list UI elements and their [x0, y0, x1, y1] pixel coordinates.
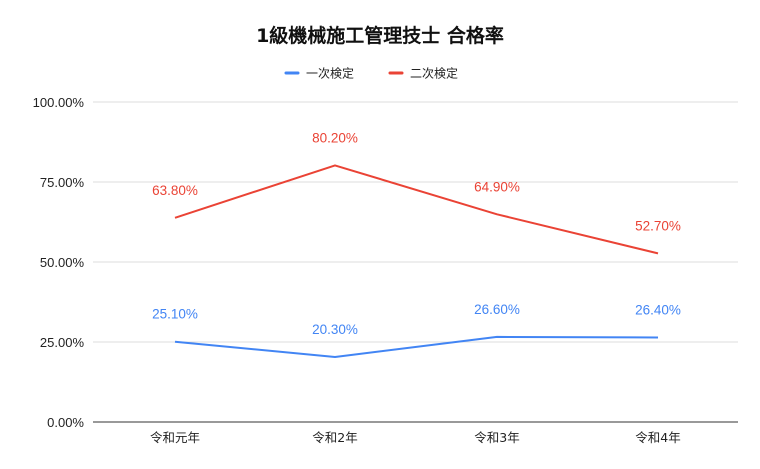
legend-item: 一次検定: [284, 66, 354, 81]
legend-label: 二次検定: [410, 66, 458, 81]
y-tick-label: 75.00%: [40, 175, 85, 190]
data-label: 52.70%: [635, 218, 681, 233]
data-label: 80.20%: [312, 130, 358, 145]
series-layer: 25.10% 20.30% 26.60% 26.40% 63.80% 80.20% 64.9…: [152, 130, 681, 358]
y-tick-label: 25.00%: [40, 335, 85, 350]
x-axis: 令和元年 令和2年 令和3年 令和4年: [150, 430, 681, 445]
x-tick-label: 令和元年: [150, 430, 200, 445]
data-label: 25.10%: [152, 307, 198, 322]
chart-legend: 一次検定 二次検定: [284, 66, 458, 81]
chart-title: 1級機械施工管理技士 合格率: [256, 24, 504, 47]
x-tick-label: 令和2年: [312, 430, 357, 445]
legend-label: 一次検定: [306, 66, 354, 81]
data-label: 20.30%: [312, 322, 358, 337]
gridlines: [93, 101, 738, 423]
series-2: 63.80% 80.20% 64.90% 52.70%: [152, 130, 681, 255]
series-line: [174, 164, 659, 255]
y-tick-label: 0.00%: [47, 415, 84, 430]
y-tick-label: 50.00%: [40, 255, 85, 270]
legend-item: 二次検定: [388, 66, 458, 81]
data-label: 64.90%: [474, 179, 520, 194]
data-label: 26.40%: [635, 303, 681, 318]
y-tick-label: 100.00%: [33, 95, 85, 110]
series-line: [174, 335, 659, 358]
x-tick-label: 令和4年: [635, 430, 680, 445]
y-axis: 0.00% 25.00% 50.00% 75.00% 100.00%: [33, 95, 85, 430]
data-label: 63.80%: [152, 183, 198, 198]
series-1: 25.10% 20.30% 26.60% 26.40%: [152, 302, 681, 358]
data-label: 26.60%: [474, 302, 520, 317]
x-tick-label: 令和3年: [474, 430, 519, 445]
